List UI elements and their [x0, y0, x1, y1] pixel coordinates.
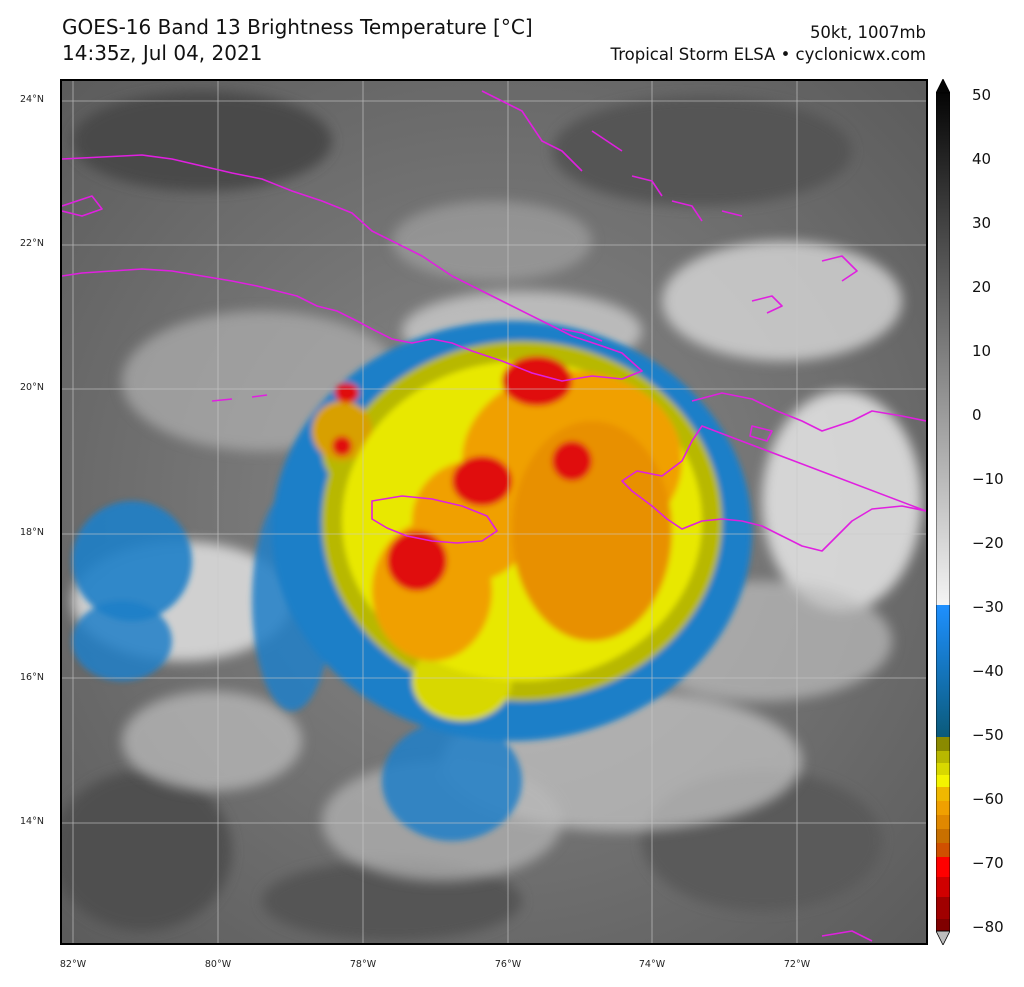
lat-tick-22: 22°N	[20, 238, 44, 249]
bahamas-islands	[481, 90, 743, 222]
colorbar-tick-neg10: −10	[972, 470, 1004, 488]
colorbar-gray-section	[936, 93, 950, 605]
colorbar-blue-section	[936, 605, 950, 737]
colorbar-tick-neg70: −70	[972, 854, 1004, 872]
lat-tick-16: 16°N	[20, 672, 44, 683]
storm-intensity: 50kt, 1007mb	[809, 23, 926, 42]
lon-tick-82: 82°W	[59, 959, 87, 970]
jamaica-coast	[371, 495, 498, 544]
turks-caicos	[751, 255, 858, 314]
lat-tick-24: 24°N	[20, 94, 44, 105]
colorbar-tick-neg50: −50	[972, 726, 1004, 744]
colorbar-tick-20: 20	[972, 278, 992, 296]
storm-info: 50kt, 1007mb Tropical Storm ELSA • cyclo…	[611, 22, 926, 66]
colorbar-min-arrow	[936, 930, 950, 945]
cold-cloud-tops	[72, 321, 752, 841]
storm-name-source: Tropical Storm ELSA • cyclonicwx.com	[610, 45, 926, 64]
lon-tick-76: 76°W	[494, 959, 522, 970]
colorbar-tick-0: 0	[972, 406, 982, 424]
colorbar-tick-neg20: −20	[972, 534, 1004, 552]
southern-coast	[821, 930, 873, 942]
satellite-map	[60, 79, 928, 945]
satellite-imagery	[62, 81, 926, 943]
gridlines	[62, 81, 926, 943]
lat-tick-18: 18°N	[20, 527, 44, 538]
colorbar-tick-30: 30	[972, 214, 992, 232]
lon-tick-74: 74°W	[638, 959, 666, 970]
colorbar-tick-50: 50	[972, 86, 992, 104]
navassa-island	[561, 328, 603, 342]
hispaniola-coast	[621, 392, 926, 552]
cloud-fields	[72, 201, 922, 881]
lat-tick-20: 20°N	[20, 382, 44, 393]
colorbar-max-arrow	[936, 79, 950, 94]
colorbar	[936, 79, 950, 945]
lon-tick-72: 72°W	[783, 959, 811, 970]
colorbar-tick-neg30: −30	[972, 598, 1004, 616]
colorbar-tick-40: 40	[972, 150, 992, 168]
cuba-coast	[62, 154, 643, 382]
gonave-island	[749, 425, 773, 442]
lon-tick-78: 78°W	[349, 959, 377, 970]
title-timestamp: 14:35z, Jul 04, 2021	[62, 41, 263, 65]
title-line-1: GOES-16 Band 13 Brightness Temperature […	[62, 15, 533, 39]
colorbar-tick-neg80: −80	[972, 918, 1004, 936]
chart-title: GOES-16 Band 13 Brightness Temperature […	[62, 14, 533, 66]
colorbar-tick-neg60: −60	[972, 790, 1004, 808]
lon-tick-80: 80°W	[204, 959, 232, 970]
coastlines	[62, 90, 926, 942]
colorbar-tick-neg40: −40	[972, 662, 1004, 680]
cayman-islands	[211, 394, 268, 402]
colorbar-tick-10: 10	[972, 342, 992, 360]
lat-tick-14: 14°N	[20, 816, 44, 827]
isle-of-youth	[62, 195, 103, 217]
